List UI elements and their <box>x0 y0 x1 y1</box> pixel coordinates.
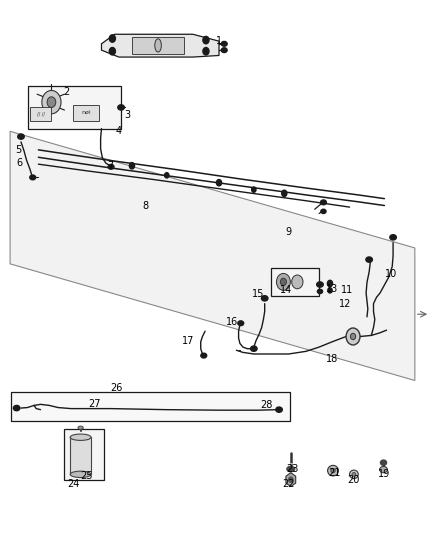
Text: 19: 19 <box>378 470 391 479</box>
Text: 4: 4 <box>116 126 122 136</box>
Text: 7: 7 <box>107 161 113 171</box>
Circle shape <box>252 187 256 192</box>
Circle shape <box>110 35 116 42</box>
Ellipse shape <box>238 321 244 326</box>
Text: 27: 27 <box>89 399 101 409</box>
Text: 20: 20 <box>347 475 359 484</box>
Polygon shape <box>10 131 415 381</box>
Circle shape <box>292 275 303 289</box>
Bar <box>28 86 121 128</box>
Bar <box>271 268 319 296</box>
Text: 5: 5 <box>16 145 22 155</box>
Text: 6: 6 <box>17 158 23 168</box>
Text: 15: 15 <box>252 289 265 299</box>
Bar <box>11 392 290 421</box>
Ellipse shape <box>70 434 91 440</box>
Text: 10: 10 <box>385 270 397 279</box>
Ellipse shape <box>201 353 207 358</box>
Ellipse shape <box>261 296 268 301</box>
Ellipse shape <box>70 471 91 478</box>
Ellipse shape <box>331 469 335 473</box>
Ellipse shape <box>221 42 227 46</box>
Circle shape <box>203 36 209 44</box>
Bar <box>70 437 91 474</box>
Ellipse shape <box>78 426 83 429</box>
Circle shape <box>42 91 61 114</box>
Ellipse shape <box>118 105 124 110</box>
Circle shape <box>47 97 56 108</box>
Text: T: T <box>289 463 293 468</box>
Text: 2: 2 <box>64 86 70 96</box>
Circle shape <box>346 328 360 345</box>
Text: nøi: nøi <box>81 110 91 115</box>
Ellipse shape <box>276 407 283 413</box>
Text: 14: 14 <box>280 285 293 295</box>
Ellipse shape <box>30 175 35 180</box>
Text: // //: // // <box>36 111 45 116</box>
Text: 26: 26 <box>110 383 123 393</box>
Text: 22: 22 <box>283 479 295 489</box>
Circle shape <box>282 190 287 197</box>
Text: 1: 1 <box>216 36 222 46</box>
Text: 25: 25 <box>80 471 92 481</box>
Text: 17: 17 <box>182 336 195 346</box>
Circle shape <box>289 477 293 482</box>
Ellipse shape <box>321 209 326 214</box>
Text: 18: 18 <box>326 354 338 364</box>
Ellipse shape <box>13 406 20 411</box>
Ellipse shape <box>390 235 396 240</box>
Bar <box>132 37 184 54</box>
Text: 24: 24 <box>67 479 79 489</box>
Circle shape <box>216 180 222 186</box>
Circle shape <box>110 47 116 55</box>
Text: 21: 21 <box>328 469 341 478</box>
Ellipse shape <box>287 466 295 472</box>
Text: 3: 3 <box>124 110 131 120</box>
Circle shape <box>327 280 332 287</box>
Text: 9: 9 <box>286 227 292 237</box>
Ellipse shape <box>321 200 326 205</box>
Bar <box>64 429 104 480</box>
Text: 11: 11 <box>341 285 353 295</box>
Ellipse shape <box>318 289 322 294</box>
Text: 13: 13 <box>326 284 338 294</box>
Bar <box>73 105 99 120</box>
Ellipse shape <box>350 470 358 479</box>
Text: 28: 28 <box>261 400 273 410</box>
Circle shape <box>350 333 356 340</box>
Ellipse shape <box>221 48 227 53</box>
Circle shape <box>203 47 209 55</box>
Ellipse shape <box>108 165 114 169</box>
Text: 8: 8 <box>142 200 148 211</box>
Text: 23: 23 <box>286 464 298 474</box>
Circle shape <box>165 173 169 178</box>
Ellipse shape <box>380 466 388 473</box>
Ellipse shape <box>366 257 372 262</box>
Ellipse shape <box>352 472 356 476</box>
Ellipse shape <box>381 460 387 465</box>
Circle shape <box>129 163 134 169</box>
Ellipse shape <box>155 39 161 52</box>
Ellipse shape <box>317 282 323 287</box>
Bar <box>30 108 51 120</box>
Ellipse shape <box>18 134 24 139</box>
Circle shape <box>276 273 290 290</box>
Text: 16: 16 <box>226 317 238 327</box>
Circle shape <box>280 278 286 286</box>
Polygon shape <box>102 34 219 57</box>
Ellipse shape <box>251 346 257 351</box>
Text: 12: 12 <box>339 298 351 309</box>
Circle shape <box>328 288 332 293</box>
Ellipse shape <box>328 465 339 476</box>
